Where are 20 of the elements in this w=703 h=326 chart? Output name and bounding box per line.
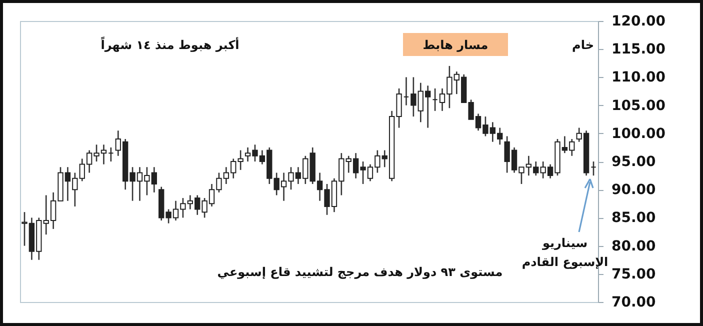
y-tick-label: 115.00 xyxy=(612,42,666,58)
annotation: مستوى ٩٣ دولار هدف مرجج لتشييد قاع إسبوعي xyxy=(217,265,503,279)
annotation: خام xyxy=(572,38,594,52)
y-tick-label: 110.00 xyxy=(612,70,666,86)
candlestick xyxy=(590,160,596,176)
y-tick-label: 120.00 xyxy=(612,14,666,30)
y-tick-label: 80.00 xyxy=(612,238,656,254)
y-tick-label: 75.00 xyxy=(612,266,656,282)
y-tick-label: 105.00 xyxy=(612,98,666,114)
annotation: سيناريو الإسبوع القادم xyxy=(522,236,608,269)
y-tick-label: 100.00 xyxy=(612,126,666,142)
candlestick xyxy=(108,146,114,162)
annotation: أكبر هبوط منذ ١٤ شهراً xyxy=(100,36,240,52)
label-box: مسار هابط xyxy=(403,33,508,56)
candlestick xyxy=(432,88,438,112)
y-tick-label: 70.00 xyxy=(612,294,656,310)
candlestick xyxy=(403,76,410,106)
y-tick-label: 95.00 xyxy=(612,154,656,170)
y-tick-label: 90.00 xyxy=(612,182,656,198)
y-tick-label: 85.00 xyxy=(612,210,656,226)
